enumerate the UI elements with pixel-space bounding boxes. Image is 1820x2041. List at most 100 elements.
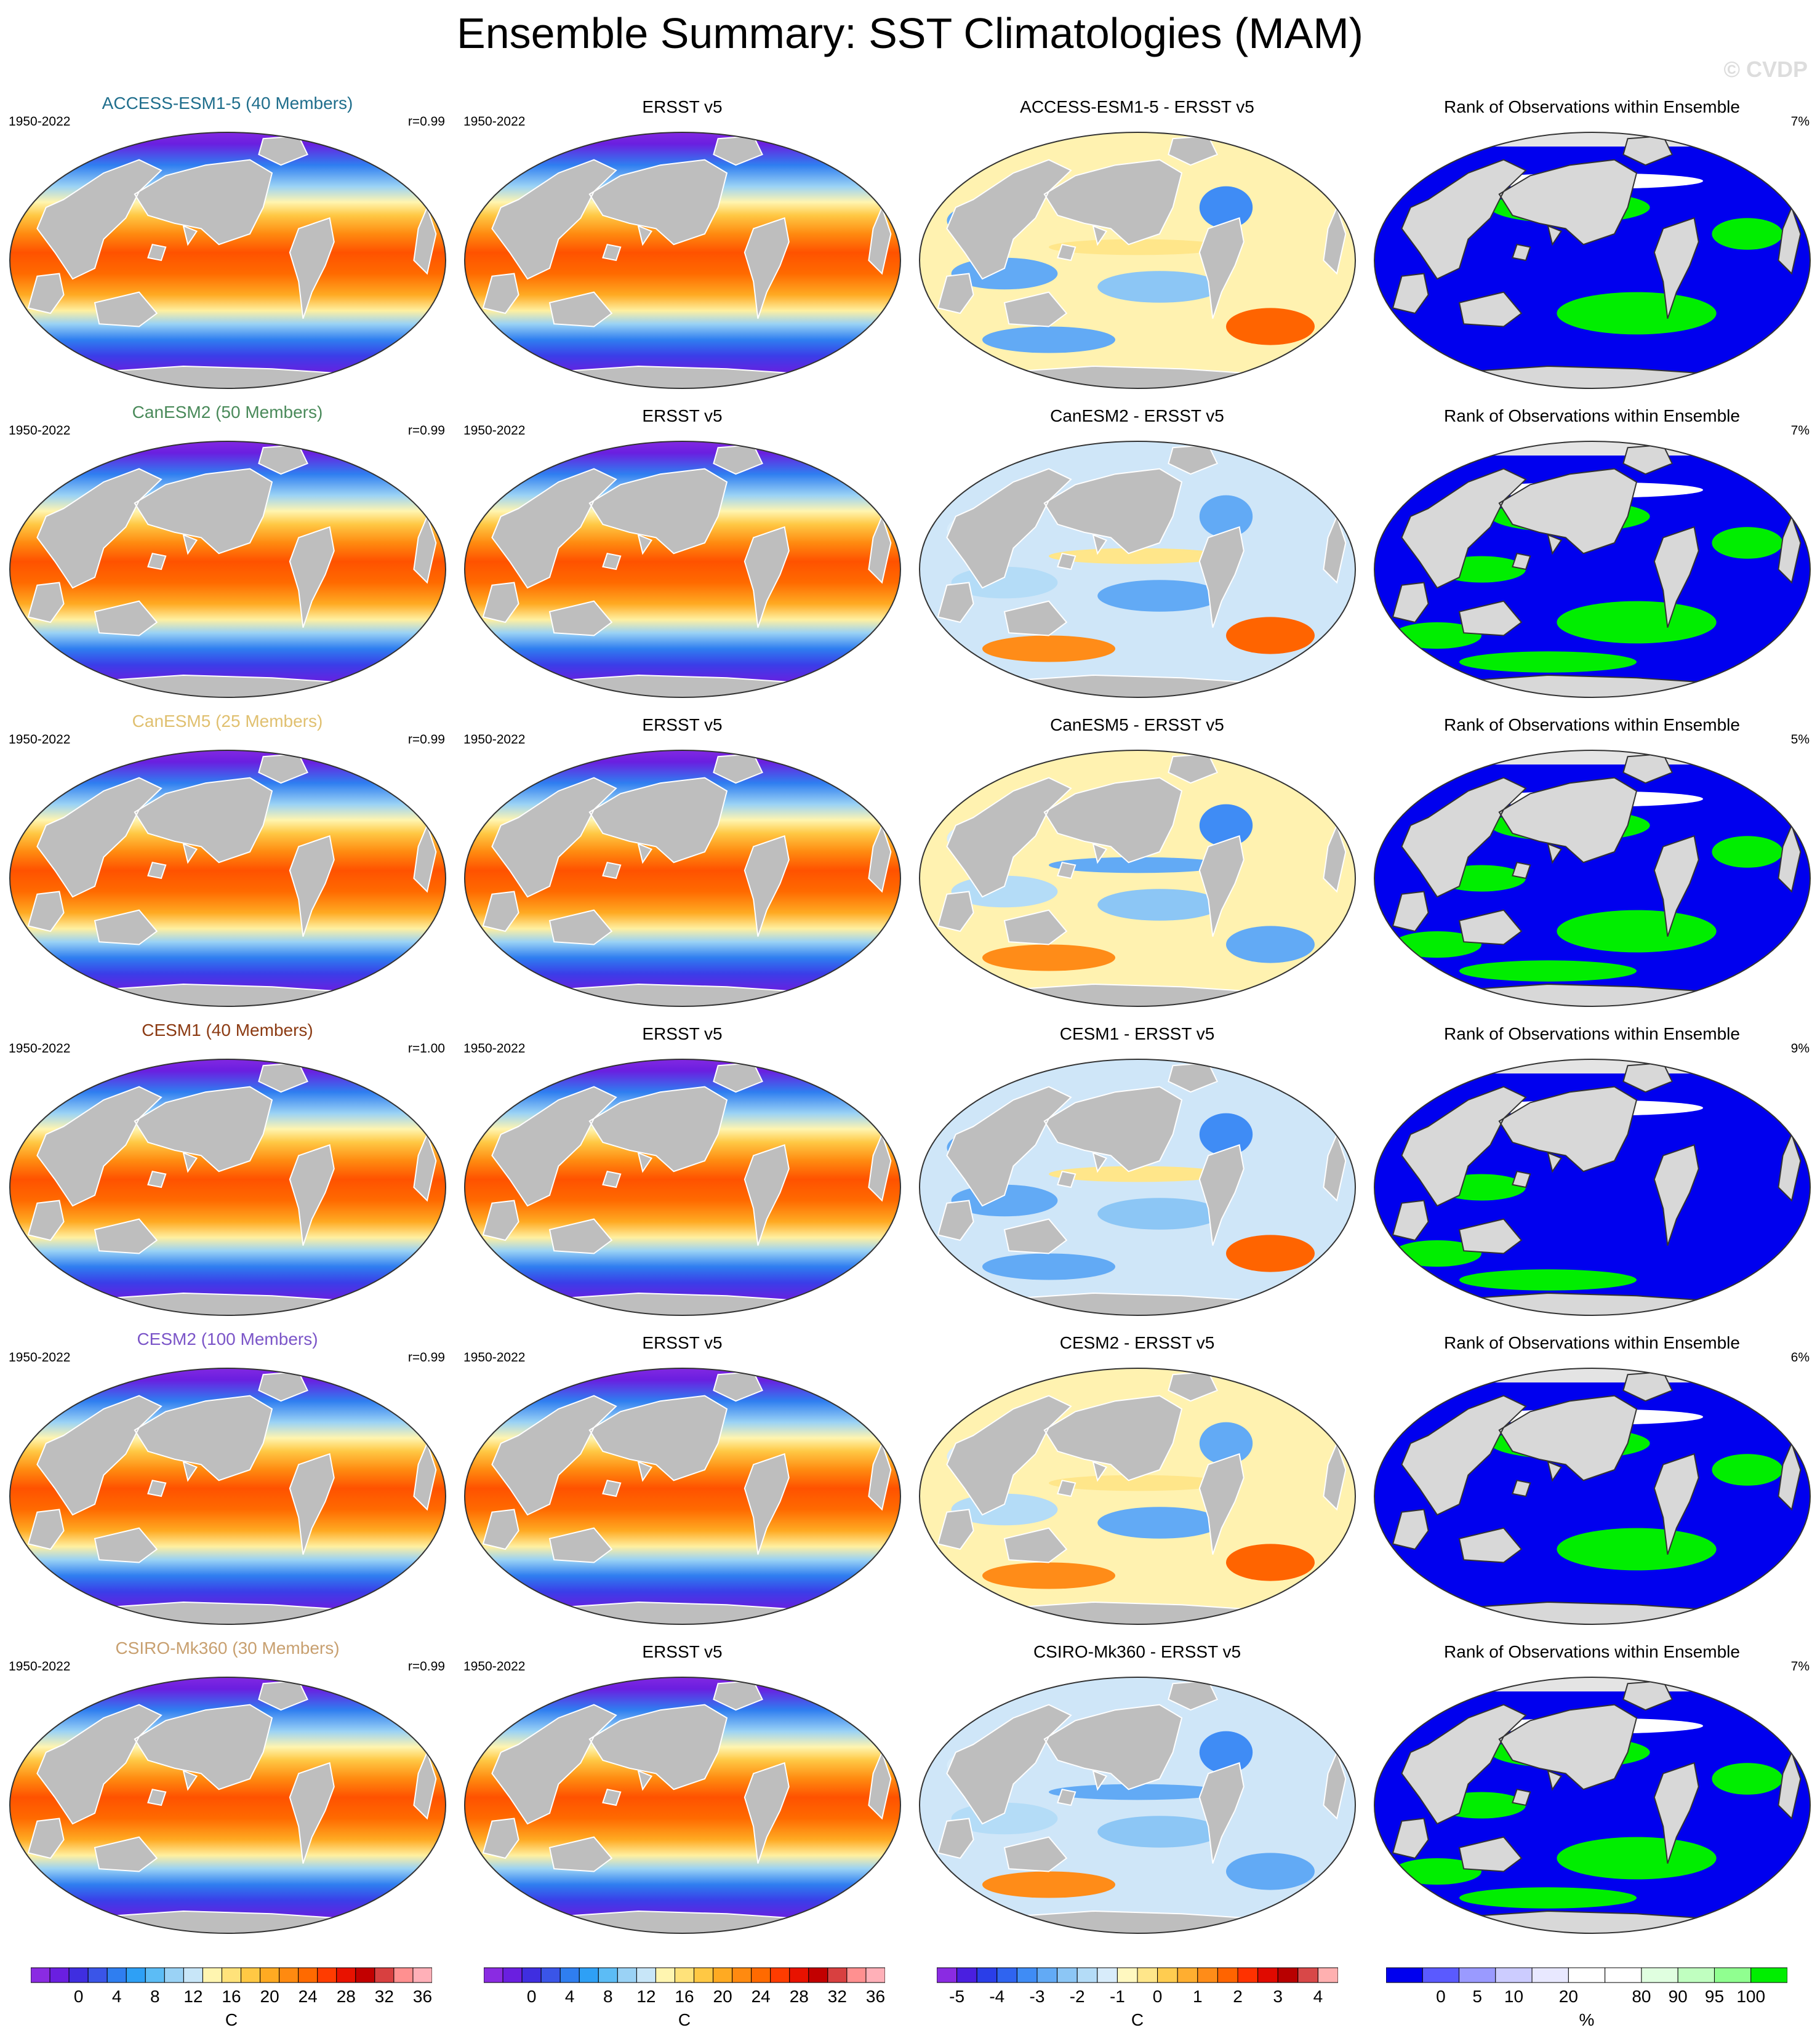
panel-title: CESM1 (40 Members) [142,1020,313,1040]
colorbar-swatch [336,1967,356,1983]
colorbar-swatch [732,1967,752,1983]
colorbar-tick-label: 36 [413,1987,432,2006]
colorbar-swatch [502,1967,523,1983]
panel-title: CSIRO-Mk360 (30 Members) [115,1638,340,1658]
period-label: 1950-2022 [463,1041,526,1056]
colorbar-1: 0 4 8 12 16 20 24 28 32 36 C [30,1967,433,2034]
panel-diff-row-6: CSIRO-Mk360 - ERSST v5 [910,1642,1365,1952]
colorbar-tick-label: 16 [222,1987,241,2006]
colorbar-swatch [1157,1967,1178,1983]
colorbar-tick-label: 20 [260,1987,279,2006]
colorbar-tick-label: 90 [1669,1987,1688,2006]
rank-percent: 7% [1790,1659,1810,1674]
panel-title: CanESM5 (25 Members) [132,712,323,731]
panel-rank-row-6: Rank of Observations within Ensemble 7% [1365,1642,1819,1952]
colorbar-tick-label: 32 [375,1987,394,2006]
colorbar-tick-label: 5 [1472,1987,1482,2006]
colorbar-4: 0 5 10 20 80 90 95 100% [1385,1967,1788,2034]
panel-title: Rank of Observations within Ensemble [1444,97,1740,116]
colorbar-swatch [30,1967,50,1983]
colorbar-tick-label: 4 [1313,1987,1323,2006]
pattern-correlation: r=1.00 [407,1041,445,1056]
colorbar-swatch [655,1967,675,1983]
pattern-correlation: r=0.99 [407,1350,445,1365]
period-label: 1950-2022 [463,732,526,747]
panel-diff-row-3: CanESM5 - ERSST v5 [910,715,1365,1025]
colorbar-tick-label: 1 [1193,1987,1203,2006]
panel-model-row-1: ACCESS-ESM1-5 (40 Members) 1950-2022 r=0.9… [0,94,455,407]
colorbar-tick-label: -4 [989,1987,1004,2006]
colorbar-swatch [260,1967,280,1983]
colorbar-swatch [183,1967,203,1983]
colorbar-tick-label: -1 [1110,1987,1125,2006]
colorbar-tick-label: 12 [183,1987,202,2006]
panel-diff-row-5: CESM2 - ERSST v5 [910,1333,1365,1643]
colorbar-swatch [1076,1967,1098,1983]
colorbar-swatch [1531,1967,1569,1983]
panel-title: ACCESS-ESM1-5 - ERSST v5 [1020,97,1254,116]
panel-obs-row-5: ERSST v5 1950-2022 [455,1333,910,1643]
panel-obs-row-2: ERSST v5 1950-2022 [455,406,910,716]
pattern-correlation: r=0.99 [407,423,445,438]
colorbar-swatch [483,1967,503,1983]
colorbar-tick-label: -5 [949,1987,964,2006]
colorbar-swatch [68,1967,89,1983]
colorbar-swatch [1197,1967,1218,1983]
colorbar-3: -5-4-3-2-1012345C [936,1967,1363,2034]
period-label: 1950-2022 [9,1350,71,1365]
panel-title: CESM2 (100 Members) [137,1329,318,1349]
panel-model-row-2: CanESM2 (50 Members) 1950-2022 r=0.99 [0,403,455,716]
colorbar-swatch [956,1967,977,1983]
panel-model-row-3: CanESM5 (25 Members) 1950-2022 r=0.99 [0,712,455,1025]
colorbar-swatch [827,1967,848,1983]
colorbar-swatch [1016,1967,1038,1983]
colorbar-tick-label: 32 [828,1987,847,2006]
colorbar-tick-label: -2 [1070,1987,1085,2006]
colorbar-swatch [374,1967,395,1983]
rank-percent: 5% [1790,732,1810,747]
panel-title: ERSST v5 [642,97,723,116]
colorbar-swatch [770,1967,790,1983]
panel-title: CSIRO-Mk360 - ERSST v5 [1033,1642,1241,1661]
period-label: 1950-2022 [9,423,71,438]
period-label: 1950-2022 [463,1659,526,1674]
colorbar-swatch [106,1967,127,1983]
panel-title: Rank of Observations within Ensemble [1444,1024,1740,1043]
colorbar-swatch [598,1967,618,1983]
colorbar-swatch [279,1967,299,1983]
colorbar-swatch [126,1967,146,1983]
period-label: 1950-2022 [9,732,71,747]
panel-title: Rank of Observations within Ensemble [1444,406,1740,425]
colorbar-tick-label: 0 [527,1987,537,2006]
pattern-correlation: r=0.99 [407,1659,445,1674]
period-label: 1950-2022 [463,423,526,438]
colorbar-swatch [1317,1967,1339,1983]
colorbar-swatch [1237,1967,1259,1983]
colorbar-swatch [846,1967,867,1983]
colorbar-swatch [221,1967,242,1983]
colorbar-tick-label: 95 [1705,1987,1724,2006]
colorbar-swatch [1677,1967,1715,1983]
colorbar-tick-label: 100 [1736,1987,1765,2006]
colorbar-swatch [976,1967,998,1983]
colorbar-swatch [1750,1967,1788,1983]
rank-percent: 6% [1790,1350,1810,1365]
colorbar-swatch [1116,1967,1138,1983]
panel-title: CESM2 - ERSST v5 [1059,1333,1215,1352]
colorbar-swatch [1385,1967,1423,1983]
colorbar-tick-label: 8 [603,1987,613,2006]
colorbar-swatch [298,1967,318,1983]
panel-obs-row-4: ERSST v5 1950-2022 [455,1024,910,1334]
period-label: 1950-2022 [9,1041,71,1056]
panel-model-row-4: CESM1 (40 Members) 1950-2022 r=1.00 [0,1020,455,1334]
rank-percent: 9% [1790,1041,1810,1056]
colorbar-swatch [789,1967,809,1983]
colorbar-tick-label: 0 [74,1987,84,2006]
panel-model-row-5: CESM2 (100 Members) 1950-2022 r=0.99 [0,1329,455,1643]
colorbar-swatch [674,1967,695,1983]
colorbar-tick-label: 0 [1153,1987,1163,2006]
colorbar-swatch [808,1967,828,1983]
period-label: 1950-2022 [9,114,71,129]
colorbar-swatch [49,1967,70,1983]
colorbar-swatch [1177,1967,1198,1983]
